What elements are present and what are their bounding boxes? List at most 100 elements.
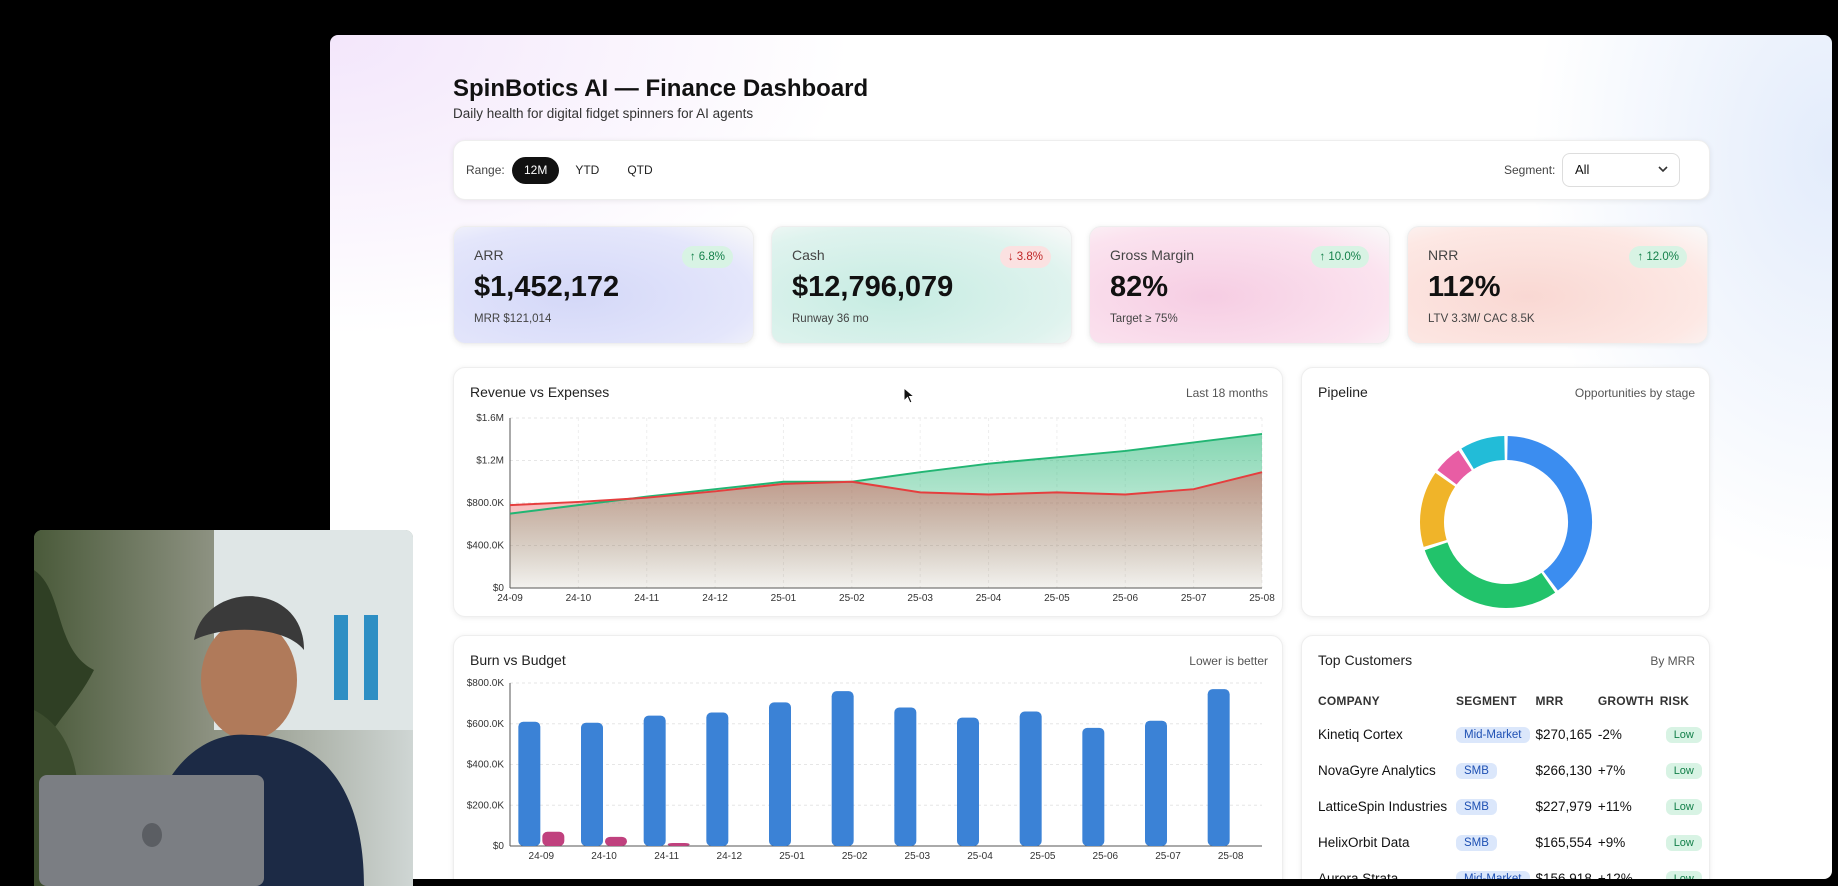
range-option-ytd[interactable]: YTD — [575, 163, 600, 177]
card-title: Revenue vs Expenses — [470, 384, 610, 400]
x-tick-label: 25-01 — [779, 851, 805, 862]
series-area-1 — [510, 472, 1262, 588]
pipeline-slice-3 — [1437, 450, 1473, 485]
card-note: Lower is better — [1189, 654, 1268, 668]
x-tick-label: 25-04 — [967, 851, 993, 862]
arrow-down-icon: ↓ — [1007, 251, 1017, 263]
kpi-label: Gross Margin — [1110, 247, 1195, 263]
filter-toolbar: Range: 12M YTD QTD Segment: All — [453, 140, 1710, 200]
kpi-value: 82% — [1110, 271, 1169, 303]
mrr-cell: $165,554 — [1535, 834, 1592, 850]
card-note: Last 18 months — [1185, 386, 1268, 400]
card-title: Pipeline — [1318, 384, 1368, 400]
y-tick-label: $800.0K — [467, 678, 505, 689]
segment-chip: Mid-Market — [1456, 726, 1530, 743]
y-tick-label: $200.0K — [467, 800, 505, 811]
y-tick-label: $400.0K — [467, 541, 505, 552]
series-line-1 — [509, 471, 1263, 507]
kpi-change-badge: ↑ 6.8% — [681, 246, 733, 268]
revenue-expenses-card: Revenue vs Expenses Last 18 months $0 $40… — [453, 367, 1283, 617]
range-option-12m[interactable]: 12M — [512, 157, 560, 184]
card-title: Top Customers — [1318, 652, 1413, 668]
burn-bar — [706, 712, 729, 846]
x-tick-label: 25-06 — [1112, 593, 1138, 604]
kpi-change-badge: ↓ 3.8% — [999, 246, 1051, 268]
webcam-video — [34, 530, 413, 886]
company-cell: Aurora Strata — [1318, 870, 1399, 880]
segment-cell: SMB — [1456, 824, 1536, 860]
column-header-company[interactable]: COMPANY — [1318, 694, 1380, 708]
kpi-label: Cash — [792, 247, 825, 263]
growth-cell: +11% — [1597, 798, 1632, 814]
burn-bar — [1082, 727, 1105, 846]
risk-cell: Low — [1660, 716, 1708, 752]
x-tick-label: 25-03 — [905, 851, 931, 862]
growth-cell: -2% — [1597, 726, 1622, 742]
growth-cell: +7% — [1597, 762, 1626, 778]
company-cell: Kinetiq Cortex — [1318, 726, 1403, 742]
x-tick-label: 25-05 — [1030, 851, 1056, 862]
column-header-segment[interactable]: SEGMENT — [1456, 694, 1517, 708]
table-row[interactable]: Kinetiq Cortex Mid-Market $270,165 -2% Low — [1318, 716, 1708, 752]
table-row[interactable]: NovaGyre Analytics SMB $266,130 +7% Low — [1318, 752, 1708, 788]
page-subtitle: Daily health for digital fidget spinners… — [453, 106, 754, 121]
pipeline-slice-4 — [1461, 436, 1506, 470]
x-tick-label: 24-11 — [654, 851, 679, 862]
segment-select[interactable]: All — [1562, 153, 1680, 187]
budget-bar — [542, 831, 565, 846]
column-header-risk[interactable]: RISK — [1659, 694, 1690, 708]
burn-budget-chart: $0 $200.0K $400.0K $600.0K $800.0K 24-09 24-10… — [467, 678, 1262, 862]
table-row[interactable]: LatticeSpin Industries SMB $227,979 +11% Low — [1318, 788, 1708, 824]
x-tick-label: 25-04 — [976, 593, 1002, 604]
y-tick-label: $400.0K — [467, 760, 505, 771]
burn-bar — [894, 707, 917, 846]
burn-bar — [518, 721, 541, 846]
shared-screen: SpinBotics AI — Finance Dashboard Daily … — [330, 35, 1832, 879]
x-tick-label: 25-03 — [907, 593, 933, 604]
range-segmented-control: 12M YTD QTD — [512, 157, 665, 184]
risk-cell: Low — [1660, 788, 1708, 824]
risk-chip: Low — [1665, 798, 1702, 815]
pipeline-slice-1 — [1424, 541, 1556, 608]
column-header-mrr[interactable]: MRR — [1535, 694, 1564, 708]
burn-bar — [769, 702, 791, 846]
top-customers-card: Top Customers By MRR COMPANY SEGMENT MRR… — [1301, 635, 1710, 879]
mrr-cell: $270,165 — [1535, 726, 1592, 742]
company-cell: HelixOrbit Data — [1318, 834, 1410, 850]
x-tick-label: 25-07 — [1181, 593, 1207, 604]
table-row[interactable]: Aurora Strata Mid-Market $156,918 +12% Low — [1318, 860, 1708, 879]
column-header-growth[interactable]: GROWTH — [1597, 694, 1654, 708]
risk-chip: Low — [1665, 870, 1702, 879]
x-tick-label: 25-02 — [842, 851, 868, 862]
mrr-cell: $227,979 — [1535, 798, 1592, 814]
risk-chip: Low — [1665, 834, 1702, 851]
budget-bar — [667, 842, 690, 846]
revenue-expenses-chart: $0 $400.0K $800.0K $1.2M $1.6M 24-09 24-10 24-1… — [467, 413, 1275, 604]
customers-table: COMPANY SEGMENT MRR GROWTH RISK Kinetiq … — [1318, 686, 1708, 879]
burn-bar — [1145, 720, 1167, 846]
table-header-row: COMPANY SEGMENT MRR GROWTH RISK — [1318, 686, 1708, 716]
mouse-cursor-icon — [903, 387, 916, 404]
risk-cell: Low — [1660, 860, 1708, 879]
kpi-label: NRR — [1428, 247, 1459, 263]
burn-bar — [1207, 689, 1230, 846]
segment-chip: SMB — [1456, 798, 1497, 815]
burn-budget-card: Burn vs Budget Lower is better $0 $200.0K… — [453, 635, 1283, 879]
presenter-video-image — [34, 530, 413, 886]
x-tick-label: 25-01 — [771, 593, 797, 604]
company-cell: NovaGyre Analytics — [1318, 762, 1436, 778]
range-label: Range: — [466, 163, 505, 177]
arrow-up-icon: ↑ — [1637, 251, 1647, 263]
page-title: SpinBotics AI — Finance Dashboard — [453, 75, 869, 102]
x-tick-label: 24-11 — [634, 593, 659, 604]
kpi-change-badge: ↑ 12.0% — [1629, 246, 1687, 268]
y-tick-label: $600.0K — [467, 719, 505, 730]
y-tick-label: $1.6M — [476, 413, 504, 424]
x-tick-label: 24-12 — [702, 593, 728, 604]
kpi-card-arr: ARR ↑ 6.8% $1,452,172 MRR $121,014 — [453, 226, 754, 344]
table-row[interactable]: HelixOrbit Data SMB $165,554 +9% Low — [1318, 824, 1708, 860]
segment-cell: SMB — [1456, 752, 1536, 788]
risk-cell: Low — [1660, 752, 1708, 788]
range-option-qtd[interactable]: QTD — [627, 163, 653, 177]
chevron-down-icon — [1657, 154, 1669, 198]
